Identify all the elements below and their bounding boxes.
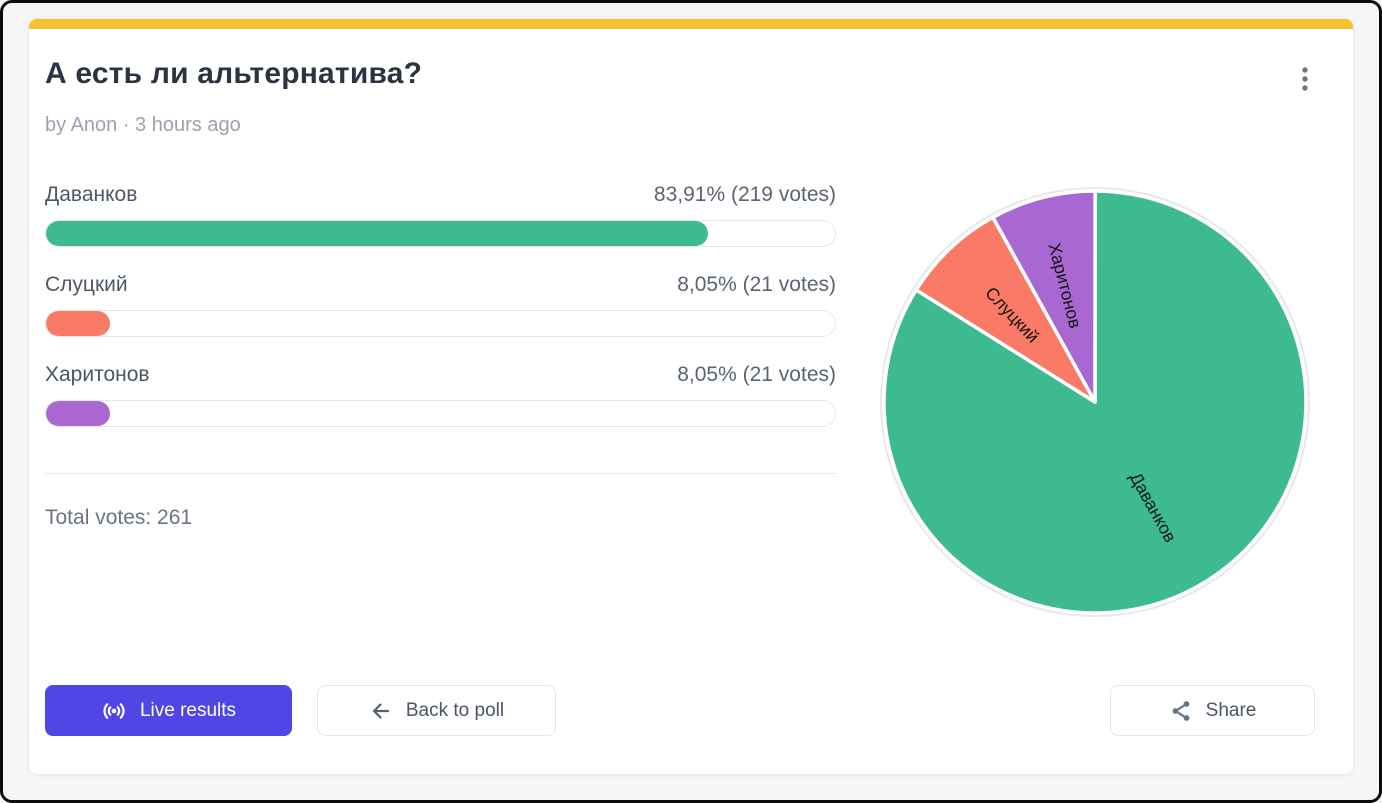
option-label: Харитонов: [45, 363, 150, 386]
option-progress-fill: [46, 401, 110, 426]
option-progress-fill: [46, 221, 709, 246]
option-progress-track: [45, 310, 836, 337]
back-to-poll-label: Back to poll: [405, 699, 505, 721]
option-result: 83,91% (219 votes): [653, 183, 836, 206]
share-button[interactable]: Share: [1110, 685, 1315, 736]
option-result: 8,05% (21 votes): [677, 363, 836, 386]
option-progress-track: [45, 400, 836, 427]
poll-options-list: Даванков 83,91% (219 votes) Слуцкий 8,05% (…: [45, 183, 836, 453]
poll-title: А есть ли альтернатива?: [45, 57, 423, 90]
poll-option: Даванков 83,91% (219 votes): [45, 183, 836, 247]
live-results-button[interactable]: Live results: [45, 685, 292, 736]
poll-byline: by Anon · 3 hours ago: [45, 114, 241, 136]
live-results-label: Live results: [139, 699, 237, 721]
option-progress-fill: [46, 311, 110, 336]
share-label: Share: [1205, 699, 1257, 721]
option-progress-track: [45, 220, 836, 247]
poll-option: Харитонов 8,05% (21 votes): [45, 363, 836, 427]
divider: [45, 473, 836, 474]
option-result: 8,05% (21 votes): [677, 273, 836, 296]
back-to-poll-button[interactable]: Back to poll: [317, 685, 556, 736]
share-nodes-icon: [1169, 699, 1193, 723]
option-label: Слуцкий: [45, 273, 128, 296]
pie-slice: [914, 215, 1097, 404]
card-accent-bar: [29, 19, 1353, 29]
more-options-button[interactable]: [1295, 61, 1315, 100]
broadcast-icon: [101, 698, 127, 724]
total-votes: Total votes: 261: [45, 506, 193, 529]
pie-slice: [991, 189, 1097, 404]
poll-option: Слуцкий 8,05% (21 votes): [45, 273, 836, 337]
kebab-menu-icon: [1301, 67, 1309, 96]
arrow-left-icon: [369, 699, 393, 723]
option-label: Даванков: [45, 183, 138, 206]
pie-chart: Даванков Слуцкий Харитонов: [878, 185, 1312, 619]
poll-results-card: А есть ли альтернатива? by Anon · 3 hour…: [28, 18, 1354, 775]
